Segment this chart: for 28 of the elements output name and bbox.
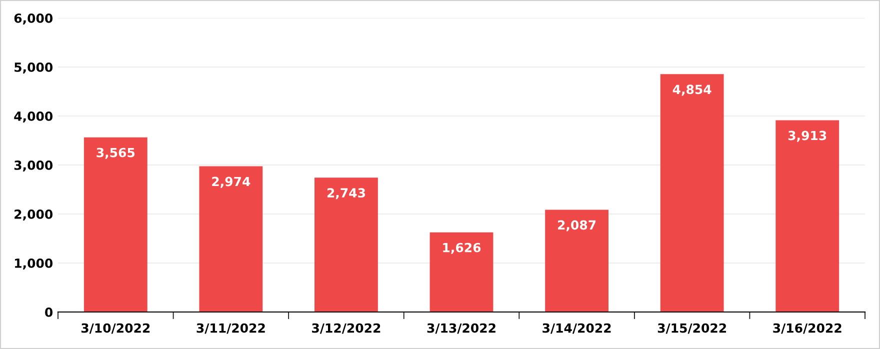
bar: [545, 210, 608, 312]
y-tick-label: 3,000: [14, 160, 53, 172]
x-tick-label: 3/16/2022: [773, 323, 842, 334]
y-tick-label: 0: [45, 307, 53, 317]
x-tick-label: 3/15/2022: [658, 323, 726, 334]
bar: [84, 137, 148, 312]
bar: [660, 74, 724, 312]
x-tick-label: 3/10/2022: [81, 323, 150, 334]
y-tick-label: 4,000: [14, 111, 53, 123]
data-label: 3,565: [96, 148, 135, 159]
bar: [776, 120, 840, 312]
data-label: 3,913: [788, 130, 826, 142]
x-tick-label: 3/14/2022: [542, 323, 611, 334]
bar: [314, 178, 378, 312]
bar: [199, 166, 263, 312]
data-label: 1,626: [443, 242, 481, 254]
y-tick-label: 6,000: [14, 13, 53, 25]
y-tick-label: 2,000: [14, 209, 53, 221]
y-tick-label: 1,000: [15, 258, 53, 270]
data-label: 2,743: [327, 188, 365, 200]
bar: [430, 232, 494, 312]
x-tick-label: 3/13/2022: [427, 323, 496, 334]
x-tick-label: 3/11/2022: [196, 323, 265, 334]
data-label: 2,087: [558, 220, 596, 232]
x-tick-label: 3/12/2022: [312, 323, 380, 334]
y-tick-label: 5,000: [14, 62, 53, 74]
data-label: 2,974: [212, 176, 250, 188]
data-label: 4,854: [672, 84, 712, 96]
